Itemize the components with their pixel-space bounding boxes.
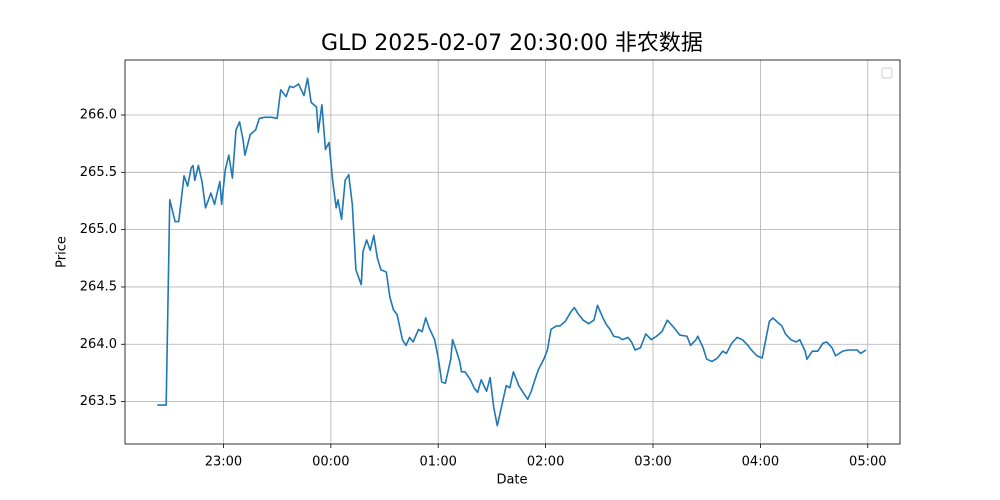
y-tick-label: 265.0 [80, 222, 117, 237]
x-tick-label: 05:00 [849, 455, 886, 470]
x-tick-label: 02:00 [527, 455, 564, 470]
chart-title: GLD 2025-02-07 20:30:00 非农数据 [321, 31, 703, 56]
x-axis-label: Date [496, 473, 527, 488]
y-tick-label: 266.0 [80, 108, 117, 123]
y-tick-label: 263.5 [80, 394, 117, 409]
x-tick-label: 23:00 [205, 455, 242, 470]
legend [881, 67, 893, 79]
x-tick-label: 04:00 [742, 455, 779, 470]
y-tick-label: 264.5 [80, 279, 117, 294]
x-tick-label: 03:00 [634, 455, 671, 470]
plot-frame [124, 59, 901, 445]
x-tick-label: 00:00 [312, 455, 349, 470]
price-line [157, 77, 867, 427]
x-tick-label: 01:00 [419, 455, 456, 470]
y-tick-label: 265.5 [80, 165, 117, 180]
y-tick-label: 264.0 [80, 337, 117, 352]
y-axis-label: Price [55, 236, 70, 268]
